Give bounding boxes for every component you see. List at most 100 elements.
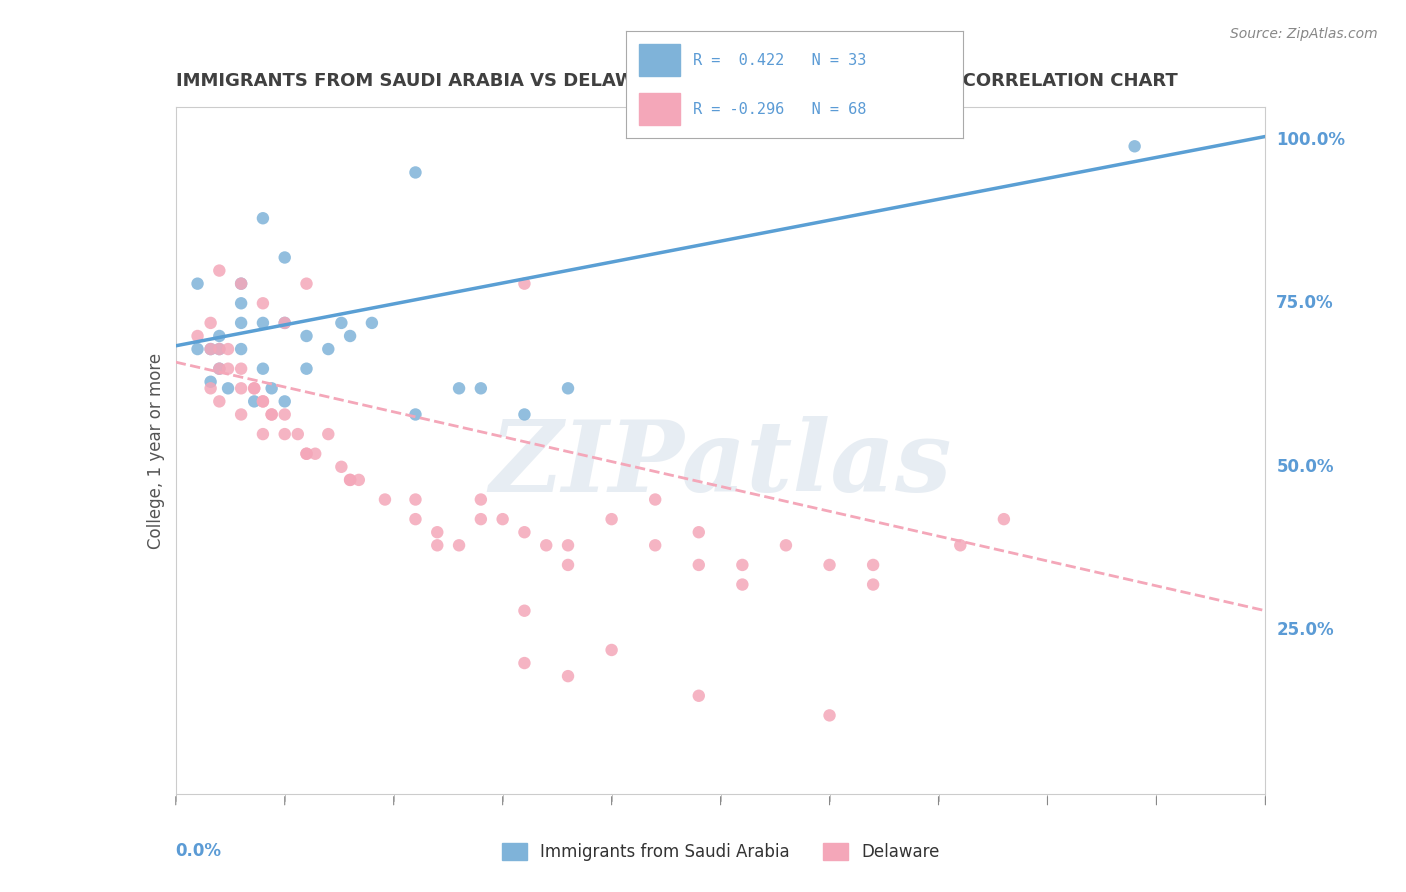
Point [243, 381, 266, 395]
Point [644, 492, 666, 507]
Point [304, 447, 326, 461]
Point [731, 558, 754, 572]
Point [260, 408, 283, 422]
Point [208, 342, 231, 356]
Point [731, 577, 754, 591]
Point [775, 538, 797, 552]
Point [200, 381, 222, 395]
Point [600, 643, 623, 657]
Point [252, 394, 274, 409]
Point [470, 512, 492, 526]
Point [557, 669, 579, 683]
Point [318, 342, 340, 356]
Point [186, 329, 209, 343]
Point [274, 251, 297, 265]
Point [347, 473, 370, 487]
Point [330, 316, 353, 330]
Point [260, 381, 283, 395]
Point [252, 316, 274, 330]
Point [426, 525, 449, 540]
Text: R = -0.296   N = 68: R = -0.296 N = 68 [693, 102, 866, 117]
Text: 75.0%: 75.0% [1277, 294, 1334, 312]
Point [200, 316, 222, 330]
Text: 50.0%: 50.0% [1277, 458, 1334, 475]
Point [243, 381, 266, 395]
Point [447, 381, 470, 395]
Point [274, 394, 297, 409]
Point [318, 427, 340, 442]
Point [274, 408, 297, 422]
Point [330, 459, 353, 474]
Point [274, 316, 297, 330]
Point [295, 447, 318, 461]
Point [513, 604, 536, 618]
Point [295, 277, 318, 291]
Point [688, 525, 710, 540]
Point [200, 342, 222, 356]
Text: 0.0%: 0.0% [176, 842, 222, 860]
Point [231, 342, 253, 356]
Y-axis label: College, 1 year or more: College, 1 year or more [146, 352, 165, 549]
Point [231, 277, 253, 291]
Point [252, 427, 274, 442]
Point [447, 538, 470, 552]
Point [208, 342, 231, 356]
Point [252, 361, 274, 376]
Point [200, 342, 222, 356]
Point [231, 361, 253, 376]
Text: IMMIGRANTS FROM SAUDI ARABIA VS DELAWARE COLLEGE, 1 YEAR OR MORE CORRELATION CHA: IMMIGRANTS FROM SAUDI ARABIA VS DELAWARE… [176, 72, 1177, 90]
Point [492, 512, 515, 526]
Text: R =  0.422   N = 33: R = 0.422 N = 33 [693, 53, 866, 68]
Point [818, 558, 841, 572]
Point [186, 342, 209, 356]
Point [208, 361, 231, 376]
Point [862, 558, 884, 572]
Point [231, 316, 253, 330]
Point [231, 408, 253, 422]
Text: ZIPatlas: ZIPatlas [489, 416, 952, 512]
Point [534, 538, 557, 552]
Point [231, 381, 253, 395]
Point [405, 165, 427, 179]
Point [993, 512, 1015, 526]
Point [231, 277, 253, 291]
Point [186, 277, 209, 291]
Point [862, 577, 884, 591]
Point [287, 427, 309, 442]
Point [818, 708, 841, 723]
Point [217, 361, 239, 376]
Point [688, 689, 710, 703]
Point [513, 525, 536, 540]
Point [1123, 139, 1146, 153]
Point [274, 427, 297, 442]
Point [252, 296, 274, 310]
Point [949, 538, 972, 552]
Point [513, 656, 536, 670]
Point [208, 263, 231, 277]
Point [470, 381, 492, 395]
Point [339, 329, 361, 343]
Point [252, 211, 274, 226]
Point [260, 408, 283, 422]
Point [295, 329, 318, 343]
Point [513, 408, 536, 422]
Text: Source: ZipAtlas.com: Source: ZipAtlas.com [1230, 27, 1378, 41]
Point [274, 316, 297, 330]
Point [513, 277, 536, 291]
Point [243, 394, 266, 409]
Text: 100.0%: 100.0% [1277, 131, 1346, 149]
Point [374, 492, 396, 507]
Point [295, 447, 318, 461]
Point [208, 394, 231, 409]
Point [426, 538, 449, 552]
Point [217, 342, 239, 356]
Point [360, 316, 382, 330]
Point [217, 381, 239, 395]
Point [252, 394, 274, 409]
Point [405, 408, 427, 422]
Point [557, 558, 579, 572]
Point [208, 329, 231, 343]
Point [339, 473, 361, 487]
Legend: Immigrants from Saudi Arabia, Delaware: Immigrants from Saudi Arabia, Delaware [495, 837, 946, 868]
Bar [640, 44, 679, 76]
